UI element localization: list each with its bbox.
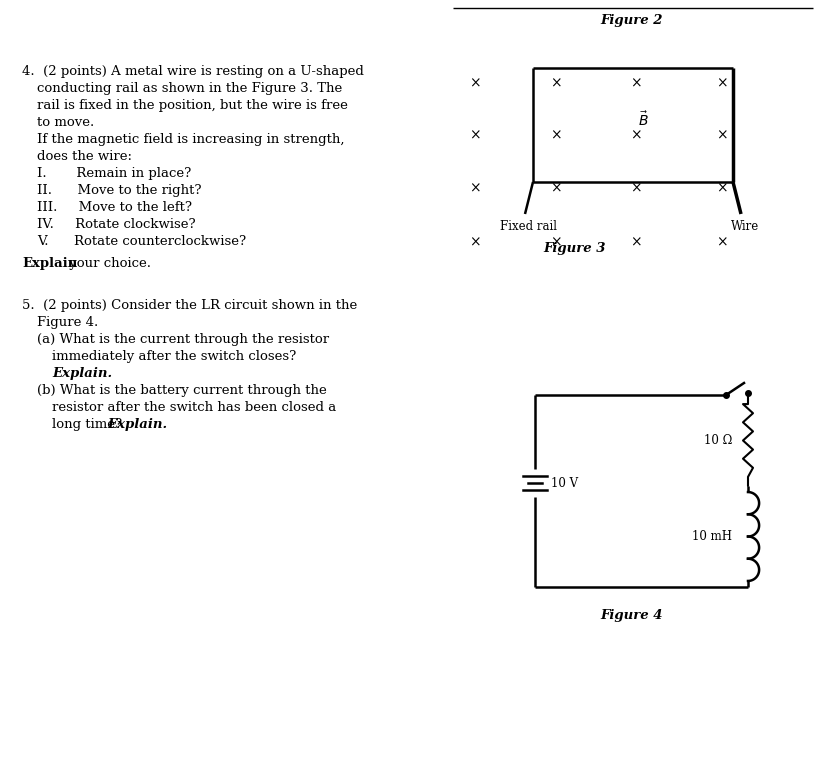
- Text: ×: ×: [469, 235, 481, 249]
- Text: V.      Rotate counterclockwise?: V. Rotate counterclockwise?: [37, 235, 246, 248]
- Text: ×: ×: [630, 181, 642, 195]
- Text: ×: ×: [716, 235, 728, 249]
- Text: $\vec{B}$: $\vec{B}$: [637, 111, 649, 129]
- Text: ×: ×: [469, 181, 481, 195]
- Text: ×: ×: [550, 181, 562, 195]
- Text: ×: ×: [716, 76, 728, 90]
- Text: rail is fixed in the position, but the wire is free: rail is fixed in the position, but the w…: [37, 99, 348, 112]
- Text: 10 Ω: 10 Ω: [703, 434, 732, 447]
- Text: Explain.: Explain.: [52, 367, 112, 380]
- Text: to move.: to move.: [37, 116, 95, 129]
- Text: Figure 4: Figure 4: [601, 609, 663, 622]
- Text: If the magnetic field is increasing in strength,: If the magnetic field is increasing in s…: [37, 133, 345, 146]
- Text: immediately after the switch closes?: immediately after the switch closes?: [52, 350, 296, 363]
- Text: III.     Move to the left?: III. Move to the left?: [37, 201, 192, 214]
- Text: ×: ×: [716, 128, 728, 142]
- Text: (a) What is the current through the resistor: (a) What is the current through the resi…: [37, 333, 329, 346]
- Text: Explain: Explain: [22, 257, 77, 270]
- Text: ×: ×: [469, 128, 481, 142]
- Text: conducting rail as shown in the Figure 3. The: conducting rail as shown in the Figure 3…: [37, 82, 342, 95]
- Text: resistor after the switch has been closed a: resistor after the switch has been close…: [52, 401, 337, 414]
- Text: Fixed rail: Fixed rail: [500, 220, 557, 233]
- Text: (b) What is the battery current through the: (b) What is the battery current through …: [37, 384, 327, 397]
- Text: your choice.: your choice.: [65, 257, 151, 270]
- Text: Figure 2: Figure 2: [601, 14, 663, 27]
- Text: Figure 4.: Figure 4.: [37, 316, 99, 329]
- Text: I.       Remain in place?: I. Remain in place?: [37, 167, 192, 180]
- Text: 4.  (2 points) A metal wire is resting on a U-shaped: 4. (2 points) A metal wire is resting on…: [22, 65, 363, 78]
- Text: does the wire:: does the wire:: [37, 150, 132, 163]
- Text: ×: ×: [716, 181, 728, 195]
- Text: ×: ×: [469, 76, 481, 90]
- Text: Figure 3: Figure 3: [544, 242, 606, 255]
- Text: 10 mH: 10 mH: [692, 530, 732, 543]
- Text: IV.     Rotate clockwise?: IV. Rotate clockwise?: [37, 218, 196, 231]
- Text: ×: ×: [550, 128, 562, 142]
- Text: ×: ×: [630, 235, 642, 249]
- Text: ×: ×: [550, 235, 562, 249]
- Text: ×: ×: [630, 76, 642, 90]
- Text: Wire: Wire: [731, 220, 759, 233]
- Text: 5.  (2 points) Consider the LR circuit shown in the: 5. (2 points) Consider the LR circuit sh…: [22, 299, 357, 312]
- Text: 10 V: 10 V: [551, 477, 578, 490]
- Text: ×: ×: [630, 128, 642, 142]
- Text: II.      Move to the right?: II. Move to the right?: [37, 184, 201, 197]
- Text: long time?: long time?: [52, 418, 126, 431]
- Text: Explain.: Explain.: [107, 418, 167, 431]
- Text: ×: ×: [550, 76, 562, 90]
